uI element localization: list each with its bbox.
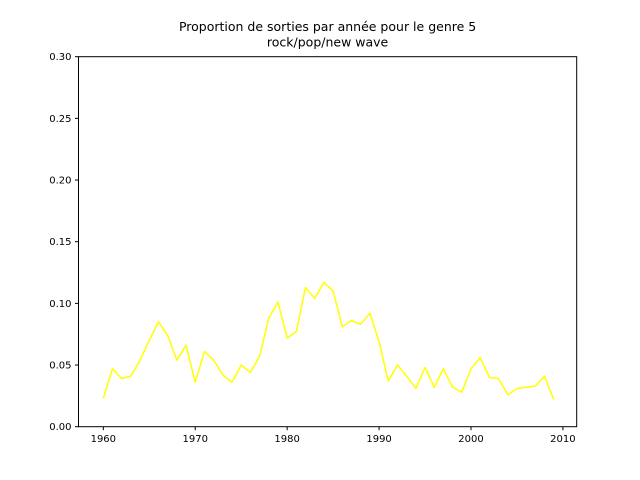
y-tick-label: 0.05 [49,361,71,372]
y-tick-label: 0.30 [49,52,71,63]
series-line [102,281,555,400]
data-series [102,281,555,400]
x-tick-label: 1980 [274,434,299,445]
plot-area-border [78,56,578,428]
y-tick-label: 0.10 [49,299,71,310]
y-tick-label: 0.20 [49,176,71,187]
x-tick-label: 1990 [366,434,391,445]
x-tick-label: 2010 [550,434,575,445]
axis-ticks: 1960 1970 1980 1990 2000 2010 0.00 0.05 0.10 0.15… [49,52,575,445]
chart-title-line2: rock/pop/new wave [267,35,389,50]
y-tick-label: 0.25 [49,114,71,125]
chart-title-line1: Proportion de sorties par année pour le … [179,19,476,34]
x-tick-label: 1970 [183,434,208,445]
x-tick-label: 2000 [458,434,483,445]
y-tick-label: 0.15 [49,237,71,248]
x-tick-label: 1960 [91,434,116,445]
y-tick-label: 0.00 [49,422,71,433]
